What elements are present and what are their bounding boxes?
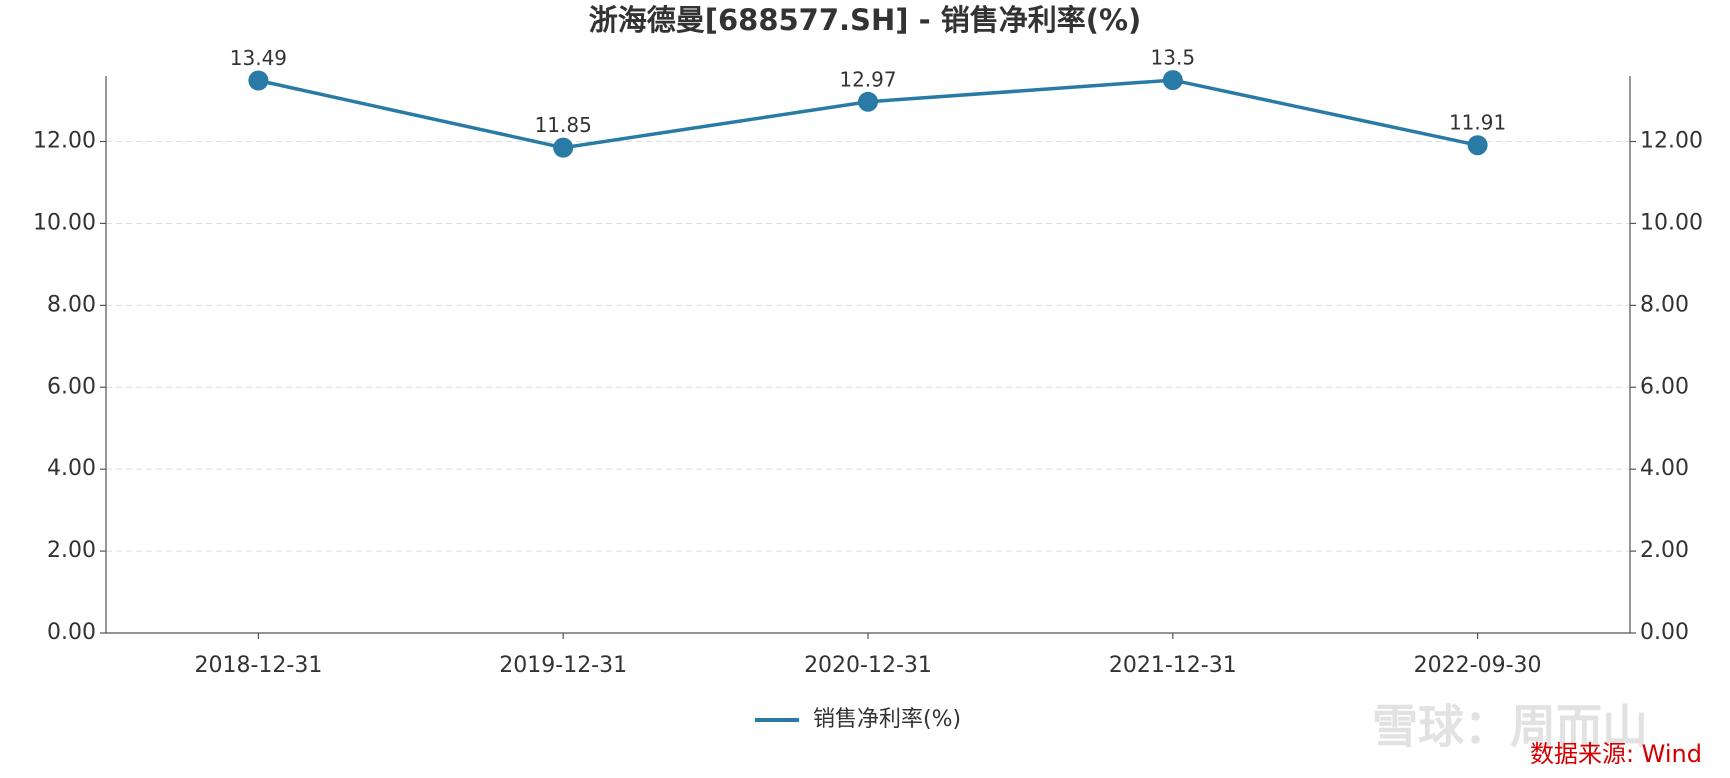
y2-tick-label: 8.00 [1640,292,1689,317]
point [248,70,269,91]
y-tick-label: 4.00 [47,456,96,481]
point [1162,70,1183,91]
watermark: 雪球：周而山 [1372,700,1648,754]
y-tick-label: 2.00 [47,538,96,563]
data-label: 11.91 [1449,111,1506,135]
x-tick-label: 2021-12-31 [1109,653,1237,678]
point [858,91,878,112]
y2-tick-label: 0.00 [1640,620,1689,645]
y-tick-label: 10.00 [33,210,96,235]
data-label: 12.97 [839,67,896,91]
point [553,137,574,158]
legend-label: 销售净利率(%) [813,707,961,732]
data-label: 13.49 [230,46,287,70]
x-tick-label: 2020-12-31 [804,653,932,678]
y-tick-label: 0.00 [47,620,96,645]
chart-title: 浙海德曼[688577.SH] - 销售净利率(%) [589,3,1142,37]
data-label: 11.85 [535,113,592,137]
source-note: 数据来源: Wind [1530,740,1702,768]
y2-tick-label: 6.00 [1640,374,1689,399]
y2-tick-label: 2.00 [1640,538,1689,563]
y-tick-label: 8.00 [47,292,96,317]
point [1467,135,1488,156]
y2-tick-label: 12.00 [1640,129,1703,154]
data-label: 13.5 [1151,46,1196,70]
x-tick-label: 2018-12-31 [194,653,322,678]
x-tick-label: 2022-09-30 [1414,653,1542,678]
x-tick-label: 2019-12-31 [499,653,627,678]
y-tick-label: 6.00 [47,374,96,399]
y2-tick-label: 10.00 [1640,210,1703,235]
y2-tick-label: 4.00 [1640,456,1689,481]
y-tick-label: 12.00 [33,129,96,154]
